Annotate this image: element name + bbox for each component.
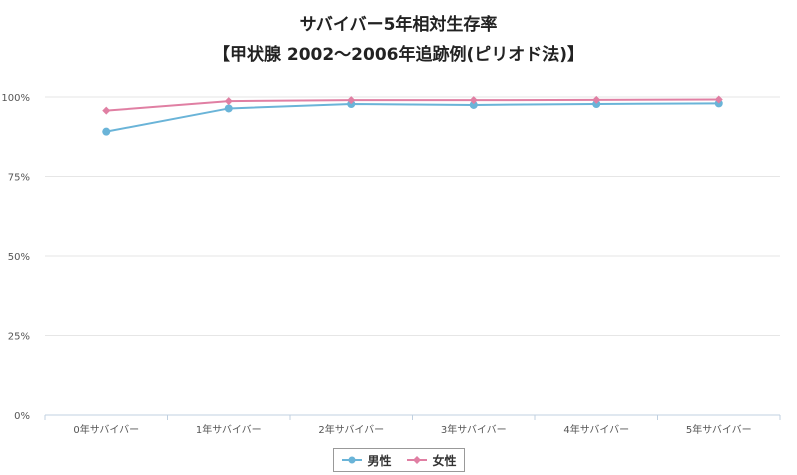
x-tick-label: 2年サバイバー bbox=[318, 423, 384, 436]
data-point bbox=[592, 99, 601, 108]
y-tick-label: 0% bbox=[14, 411, 30, 422]
data-point bbox=[592, 95, 601, 104]
y-tick-label: 50% bbox=[8, 252, 30, 263]
x-tick-label: 4年サバイバー bbox=[563, 423, 629, 436]
series-line-0 bbox=[106, 102, 719, 133]
chart-title: サバイバー5年相対生存率 bbox=[299, 15, 498, 35]
male-series-marker-icon bbox=[342, 456, 363, 464]
legend: 男性 女性 bbox=[333, 448, 465, 472]
data-point bbox=[102, 127, 111, 136]
data-point bbox=[102, 106, 111, 115]
line-chart: 0% 25% 50% 75% 100% 0年サバイバー 1年サバイバー 2年サバイバー 3年サバ… bbox=[1, 93, 781, 436]
legend-label-female: 女性 bbox=[432, 453, 457, 468]
data-point bbox=[469, 96, 478, 105]
data-point bbox=[347, 96, 356, 105]
chart-subtitle: 【甲状腺 2002～2006年追跡例(ピリオド法)】 bbox=[212, 45, 585, 65]
data-point bbox=[469, 100, 478, 109]
data-point bbox=[714, 95, 723, 104]
y-tick-label: 100% bbox=[1, 93, 30, 104]
data-point bbox=[224, 104, 233, 113]
data-point bbox=[224, 97, 233, 106]
x-tick-label: 5年サバイバー bbox=[686, 423, 752, 436]
legend-item-male[interactable]: 男性 bbox=[341, 452, 392, 469]
female-series-marker-icon bbox=[407, 456, 428, 464]
x-tick-label: 3年サバイバー bbox=[441, 423, 507, 436]
legend-item-female[interactable]: 女性 bbox=[406, 452, 457, 469]
y-tick-label: 75% bbox=[8, 173, 30, 184]
legend-label-male: 男性 bbox=[367, 453, 392, 468]
series-line-1 bbox=[106, 98, 719, 112]
x-tick-label: 1年サバイバー bbox=[196, 423, 262, 436]
y-tick-label: 25% bbox=[8, 332, 30, 343]
x-tick-label: 0年サバイバー bbox=[73, 423, 139, 436]
